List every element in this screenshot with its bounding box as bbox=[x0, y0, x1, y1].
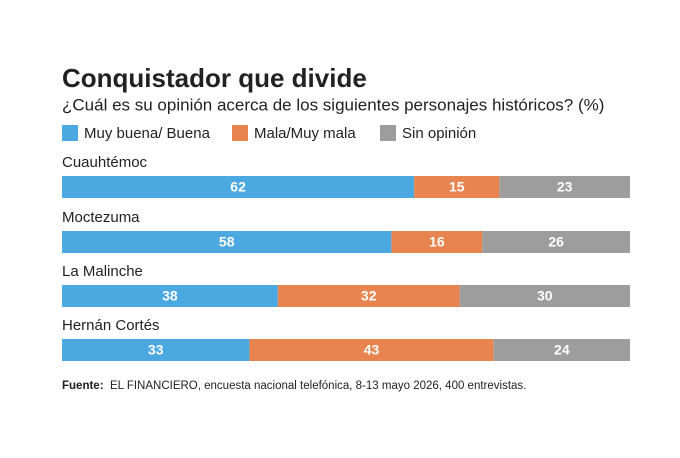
value-label: 24 bbox=[554, 342, 570, 358]
category-label: Hernán Cortés bbox=[62, 317, 160, 334]
bar-segment bbox=[499, 176, 630, 198]
bar-segment bbox=[391, 231, 483, 253]
value-label: 30 bbox=[537, 288, 553, 304]
bar-segment bbox=[249, 339, 494, 361]
value-label: 23 bbox=[557, 179, 573, 195]
chart-title: Conquistador que divide bbox=[62, 63, 367, 93]
legend-swatch bbox=[380, 125, 396, 141]
value-label: 62 bbox=[230, 179, 246, 195]
bar-segment bbox=[62, 285, 278, 307]
category-label: Cuauhtémoc bbox=[62, 154, 148, 171]
bar-segment bbox=[493, 339, 630, 361]
category-label: Moctezuma bbox=[62, 209, 140, 226]
source-label: Fuente: bbox=[62, 380, 104, 392]
value-label: 43 bbox=[364, 342, 380, 358]
value-label: 16 bbox=[429, 234, 445, 250]
value-label: 32 bbox=[361, 288, 377, 304]
legend-label: Muy buena/ Buena bbox=[84, 125, 211, 142]
value-label: 58 bbox=[219, 234, 235, 250]
bar-segment bbox=[459, 285, 630, 307]
category-label: La Malinche bbox=[62, 263, 143, 280]
legend-label: Mala/Muy mala bbox=[254, 125, 356, 142]
source-text: EL FINANCIERO, encuesta nacional telefón… bbox=[110, 380, 526, 392]
legend-swatch bbox=[232, 125, 248, 141]
value-label: 38 bbox=[162, 288, 178, 304]
value-label: 26 bbox=[548, 234, 564, 250]
value-label: 33 bbox=[148, 342, 164, 358]
bar-segment bbox=[277, 285, 460, 307]
chart-subtitle: ¿Cuál es su opinión acerca de los siguie… bbox=[62, 95, 604, 114]
legend-swatch bbox=[62, 125, 78, 141]
bar-segment bbox=[62, 339, 250, 361]
bar-segment bbox=[482, 231, 630, 253]
value-label: 15 bbox=[449, 179, 465, 195]
bar-segment bbox=[62, 231, 392, 253]
bar-segment bbox=[62, 176, 415, 198]
legend-label: Sin opinión bbox=[402, 125, 476, 142]
bar-segment bbox=[414, 176, 500, 198]
